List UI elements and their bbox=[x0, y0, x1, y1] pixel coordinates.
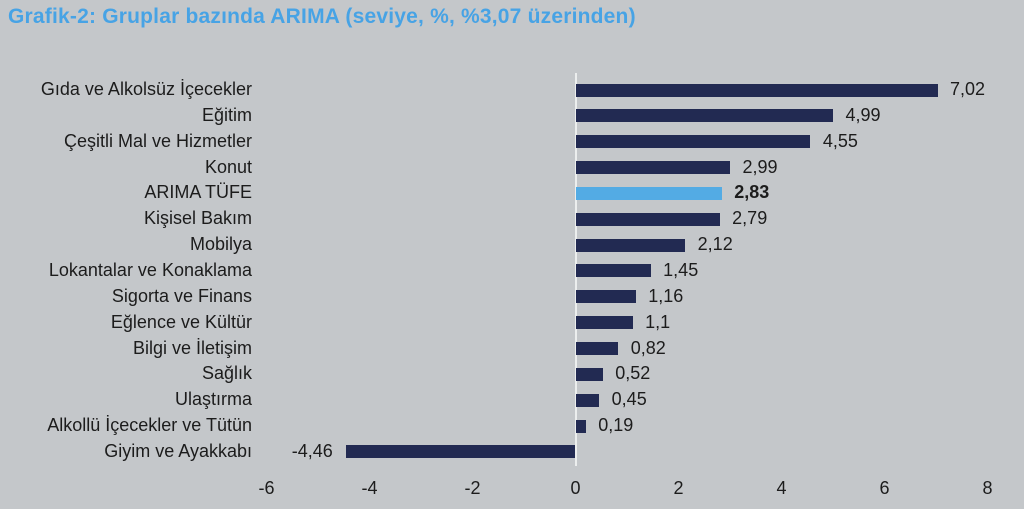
category-label: Konut bbox=[204, 156, 252, 177]
category-label: Mobilya bbox=[189, 234, 252, 255]
category-label: Eğlence ve Kültür bbox=[110, 311, 252, 332]
category-label: Lokantalar ve Konaklama bbox=[48, 259, 252, 280]
category-label: Çeşitli Mal ve Hizmetler bbox=[63, 130, 252, 151]
value-label: 4,55 bbox=[822, 130, 858, 151]
bar bbox=[576, 316, 633, 330]
category-label: Eğitim bbox=[201, 104, 252, 125]
value-label: 7,02 bbox=[950, 79, 986, 99]
bar bbox=[576, 290, 636, 304]
x-axis-tick-label: 0 bbox=[570, 478, 581, 498]
category-label: Kişisel Bakım bbox=[143, 208, 252, 229]
bar bbox=[576, 419, 586, 433]
bar bbox=[576, 238, 686, 252]
bar bbox=[345, 445, 576, 459]
bar bbox=[576, 109, 833, 123]
bar bbox=[576, 367, 603, 381]
category-label: Ulaştırma bbox=[174, 389, 252, 410]
category-label: ARIMA TÜFE bbox=[144, 182, 252, 203]
value-label: 2,12 bbox=[697, 234, 733, 255]
value-label: 1,16 bbox=[648, 285, 684, 306]
value-label: 2,99 bbox=[742, 156, 778, 177]
value-label: 2,79 bbox=[732, 208, 768, 229]
bar bbox=[576, 264, 651, 278]
category-label: Bilgi ve İletişim bbox=[132, 337, 252, 358]
x-axis-tick-label: 2 bbox=[673, 478, 684, 498]
bar bbox=[576, 135, 811, 149]
value-label: 2,83 bbox=[734, 182, 770, 203]
value-label: 0,19 bbox=[598, 415, 634, 436]
zero-axis-line bbox=[574, 73, 577, 466]
category-label: Sigorta ve Finans bbox=[111, 285, 252, 306]
bar bbox=[576, 342, 619, 355]
bar bbox=[576, 83, 938, 97]
bar bbox=[576, 212, 720, 226]
value-label: 0,52 bbox=[615, 363, 651, 384]
chart-title: Grafik-2: Gruplar bazında ARIMA (seviye,… bbox=[8, 5, 636, 28]
value-label: -4,46 bbox=[291, 440, 333, 461]
category-label: Sağlık bbox=[201, 363, 252, 384]
category-label: Gıda ve Alkolsüz İçecekler bbox=[40, 79, 252, 99]
value-label: 0,45 bbox=[611, 389, 647, 410]
value-label: 1,45 bbox=[663, 259, 699, 280]
x-axis-tick-label: 8 bbox=[982, 478, 993, 498]
bar-highlight bbox=[576, 186, 722, 200]
bar bbox=[576, 161, 730, 175]
value-label: 4,99 bbox=[845, 104, 881, 125]
category-label: Alkollü İçecekler ve Tütün bbox=[47, 415, 252, 436]
x-axis-tick-label: -2 bbox=[464, 478, 481, 498]
x-axis-tick-label: -4 bbox=[361, 478, 378, 498]
x-axis-tick-label: 4 bbox=[776, 478, 787, 498]
value-label: 0,82 bbox=[630, 337, 666, 358]
value-label: 1,1 bbox=[645, 311, 671, 332]
bar bbox=[576, 393, 600, 407]
x-axis-tick-label: -6 bbox=[258, 478, 275, 498]
x-axis-tick-label: 6 bbox=[879, 478, 890, 498]
category-label: Giyim ve Ayakkabı bbox=[104, 440, 252, 461]
